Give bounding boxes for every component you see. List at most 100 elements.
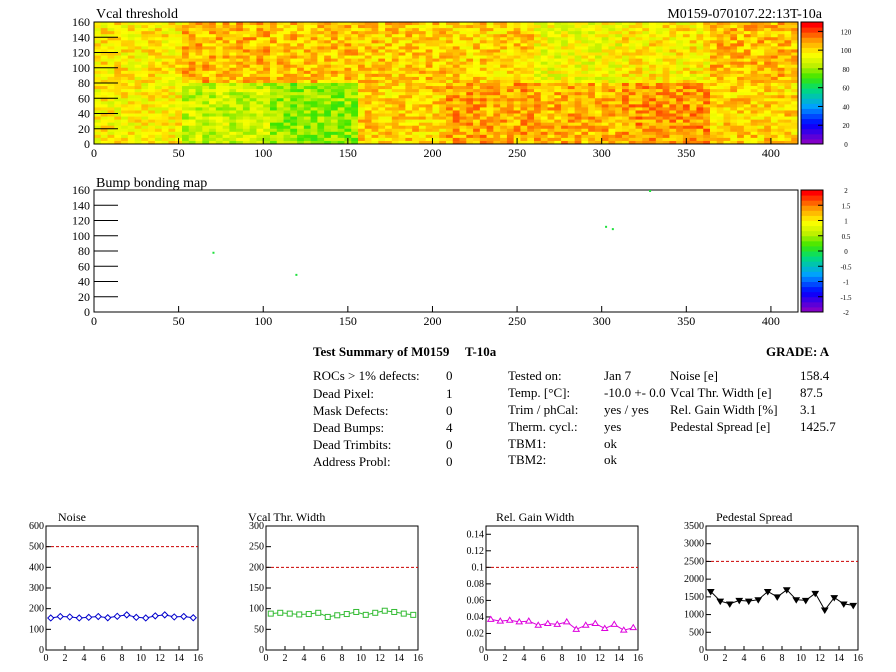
heatmap-cell (737, 49, 745, 53)
heatmap-cell (703, 83, 711, 87)
heatmap-cell (398, 110, 406, 114)
heatmap-cell (459, 64, 467, 69)
heatmap-cell (662, 110, 670, 114)
heatmap-cell (270, 70, 278, 75)
heatmap-cell (588, 107, 596, 111)
heatmap-cell (418, 55, 426, 59)
heatmap-cell (351, 37, 359, 41)
heatmap-cell (358, 79, 366, 84)
heatmap-cell (148, 95, 156, 99)
heatmap-cell (493, 134, 501, 139)
heatmap-cell (710, 140, 718, 145)
heatmap-cell (608, 125, 616, 130)
heatmap-cell (337, 107, 345, 111)
heatmap-cell (628, 89, 636, 93)
heatmap-cell (534, 55, 542, 59)
heatmap-cell (520, 125, 528, 130)
y-tick-label: 0.14 (467, 529, 485, 540)
heatmap-cell (669, 134, 677, 139)
heatmap-cell (662, 79, 670, 84)
heatmap-cell (527, 61, 535, 65)
heatmap-cell (236, 31, 244, 35)
heatmap-cell (628, 25, 636, 29)
heatmap-cell (141, 40, 149, 44)
heatmap-cell (405, 43, 413, 47)
heatmap-cell (723, 107, 731, 111)
heatmap-cell (696, 43, 704, 47)
heatmap-cell (229, 89, 237, 93)
heatmap-cell (622, 86, 630, 90)
heatmap-cell (100, 64, 108, 69)
heatmap-cell (520, 31, 528, 35)
heatmap-cell (730, 128, 738, 133)
heatmap-cell (175, 89, 183, 93)
heatmap-cell (256, 107, 264, 111)
heatmap-cell (121, 131, 129, 136)
heatmap-cell (195, 25, 203, 29)
heatmap-cell (486, 79, 494, 84)
heatmap-cell (168, 76, 176, 81)
heatmap-cell (737, 125, 745, 130)
heatmap-cell (154, 52, 162, 56)
heatmap-cell (513, 134, 521, 139)
heatmap-cell (500, 119, 508, 123)
heatmap-cell (256, 76, 264, 81)
heatmap-cell (676, 34, 684, 38)
heatmap-cell (594, 61, 602, 65)
heatmap-cell (242, 113, 250, 117)
y-tick-label: 500 (29, 542, 44, 553)
heatmap-cell (723, 49, 731, 53)
heatmap-cell (209, 70, 217, 75)
heatmap-cell (452, 61, 460, 65)
heatmap-cell (662, 22, 670, 26)
heatmap-cell (716, 119, 724, 123)
heatmap-cell (601, 52, 609, 56)
heatmap-cell (432, 40, 440, 44)
heatmap-cell (649, 86, 657, 90)
heatmap-cell (378, 116, 386, 120)
heatmap-cell (574, 116, 582, 120)
heatmap-cell (764, 137, 772, 142)
heatmap-cell (642, 34, 650, 38)
heatmap-cell (242, 104, 250, 108)
heatmap-cell (730, 52, 738, 56)
heatmap-cell (506, 52, 514, 56)
heatmap-cell (446, 140, 454, 145)
y-tick-label: 150 (249, 583, 264, 594)
heatmap-cell (669, 61, 677, 65)
heatmap-cell (737, 83, 745, 87)
heatmap-cell (554, 73, 562, 78)
heatmap-cell (527, 34, 535, 38)
heatmap-cell (459, 70, 467, 75)
heatmap-cell (777, 98, 785, 102)
heatmap-cell (418, 104, 426, 108)
y-tick-label: 0.12 (467, 546, 485, 557)
heatmap-cell (655, 125, 663, 130)
heatmap-cell (466, 61, 474, 65)
heatmap-cell (777, 104, 785, 108)
heatmap-cell (500, 67, 508, 72)
heatmap-cell (276, 98, 284, 102)
heatmap-cell (161, 134, 169, 139)
heatmap-cell (134, 131, 142, 136)
heatmap-cell (473, 70, 481, 75)
heatmap-cell (642, 79, 650, 84)
heatmap-cell (385, 76, 393, 81)
heatmap-cell (791, 116, 799, 120)
heatmap-cell (737, 86, 745, 90)
heatmap-cell (723, 73, 731, 78)
heatmap-cell (418, 67, 426, 72)
heatmap-cell (520, 22, 528, 26)
heatmap-cell (303, 92, 311, 96)
x-tick-label: 16 (413, 653, 423, 664)
heatmap-cell (520, 40, 528, 44)
heatmap-cell (513, 61, 521, 65)
heatmap-cell (655, 46, 663, 50)
heatmap-cell (141, 92, 149, 96)
heatmap-cell (561, 89, 569, 93)
heatmap-cell (486, 64, 494, 69)
heatmap-cell (784, 116, 792, 120)
heatmap-cell (561, 92, 569, 96)
heatmap-cell (622, 31, 630, 35)
heatmap-cell (527, 31, 535, 35)
